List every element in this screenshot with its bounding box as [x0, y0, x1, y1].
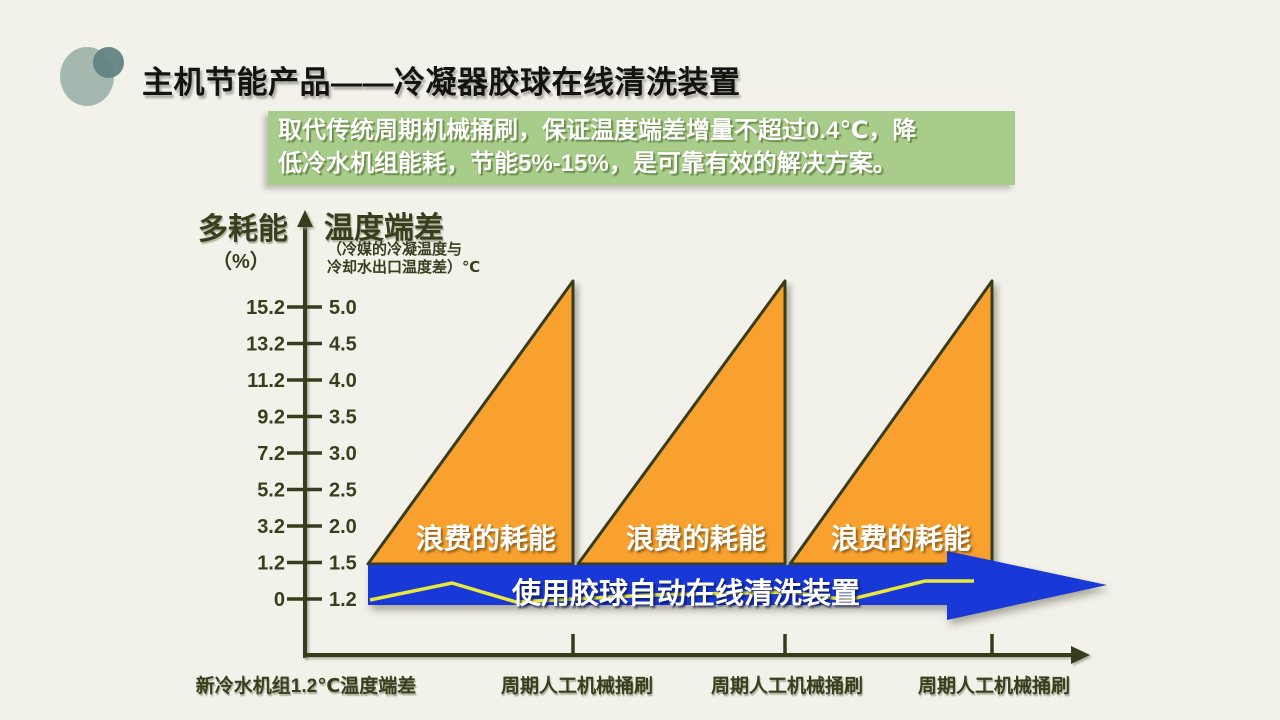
y-tick-label-right: 4.5 [329, 334, 357, 356]
y-axis-right-title: 温度端差 [324, 212, 444, 245]
y-tick-label-right: 5.0 [329, 297, 357, 319]
y-tick-label-left: 11.2 [247, 370, 285, 392]
y-tick-label-right: 4.0 [329, 370, 357, 392]
y-tick-label-left: 1.2 [257, 553, 285, 575]
x-axis-label-brush-2: 周期人工机械捅刷 [710, 676, 864, 697]
y-tick-label-right: 2.0 [329, 516, 357, 538]
y-tick-label-right: 3.5 [329, 407, 357, 429]
y-tick-label-left: 5.2 [257, 480, 285, 502]
wasted-energy-triangle-3 [788, 279, 994, 566]
y-tick-label-left: 9.2 [257, 407, 285, 429]
y-axis-left-unit: （%） [212, 251, 270, 273]
wasted-energy-triangle-2 [576, 279, 787, 566]
y-axis-arrowhead [297, 210, 313, 227]
x-axis-label-brush-1: 周期人工机械捅刷 [500, 676, 654, 697]
y-tick-label-left: 13.2 [246, 334, 285, 356]
y-tick-label-right: 1.2 [329, 589, 357, 611]
cleaning-device-arrow-label: 使用胶球自动在线清洗装置 [511, 578, 861, 610]
wasted-energy-label-1: 浪费的耗能 [415, 523, 557, 554]
intro-box: 取代传统周期机械捅刷，保证温度端差增量不超过0.4℃，降 低冷水机组能耗，节能5… [268, 111, 1015, 185]
y-axis-right-note: （冷媒的冷凝温度与 冷却水出口温度差）℃ [327, 241, 480, 277]
y-tick-label-left: 15.2 [246, 297, 285, 319]
y-axis-right-note-line-1: （冷媒的冷凝温度与 [327, 241, 463, 258]
steady-temperature-line [369, 579, 974, 604]
y-tick-label-left: 3.2 [257, 516, 285, 538]
wasted-energy-triangle-1 [366, 279, 575, 566]
x-axis-label-brush-3: 周期人工机械捅刷 [917, 676, 1071, 697]
y-tick-label-left: 0 [274, 589, 285, 611]
slide-title: 主机节能产品——冷凝器胶球在线清洗装置 [142, 65, 741, 100]
intro-line-1: 取代传统周期机械捅刷，保证温度端差增量不超过0.4℃，降 [278, 117, 917, 144]
wasted-energy-label-2: 浪费的耗能 [625, 523, 767, 554]
y-tick-label-right: 1.5 [329, 553, 357, 575]
y-tick-label-right: 3.0 [329, 443, 357, 465]
y-axis-left-title: 多耗能 [198, 213, 288, 246]
intro-line-2: 低冷水机组能耗，节能5%-15%，是可靠有效的解决方案。 [278, 150, 897, 177]
logo-circle-small [93, 47, 124, 78]
y-tick-label-left: 7.2 [257, 443, 285, 465]
x-axis-label-new-chiller: 新冷水机组1.2℃温度端差 [195, 676, 417, 697]
y-tick-label-right: 2.5 [329, 480, 357, 502]
x-axis-arrowhead [1071, 646, 1090, 664]
wasted-energy-label-3: 浪费的耗能 [830, 523, 972, 554]
cleaning-device-arrow [368, 551, 1107, 620]
y-axis-right-note-line-2: 冷却水出口温度差）℃ [327, 259, 481, 276]
